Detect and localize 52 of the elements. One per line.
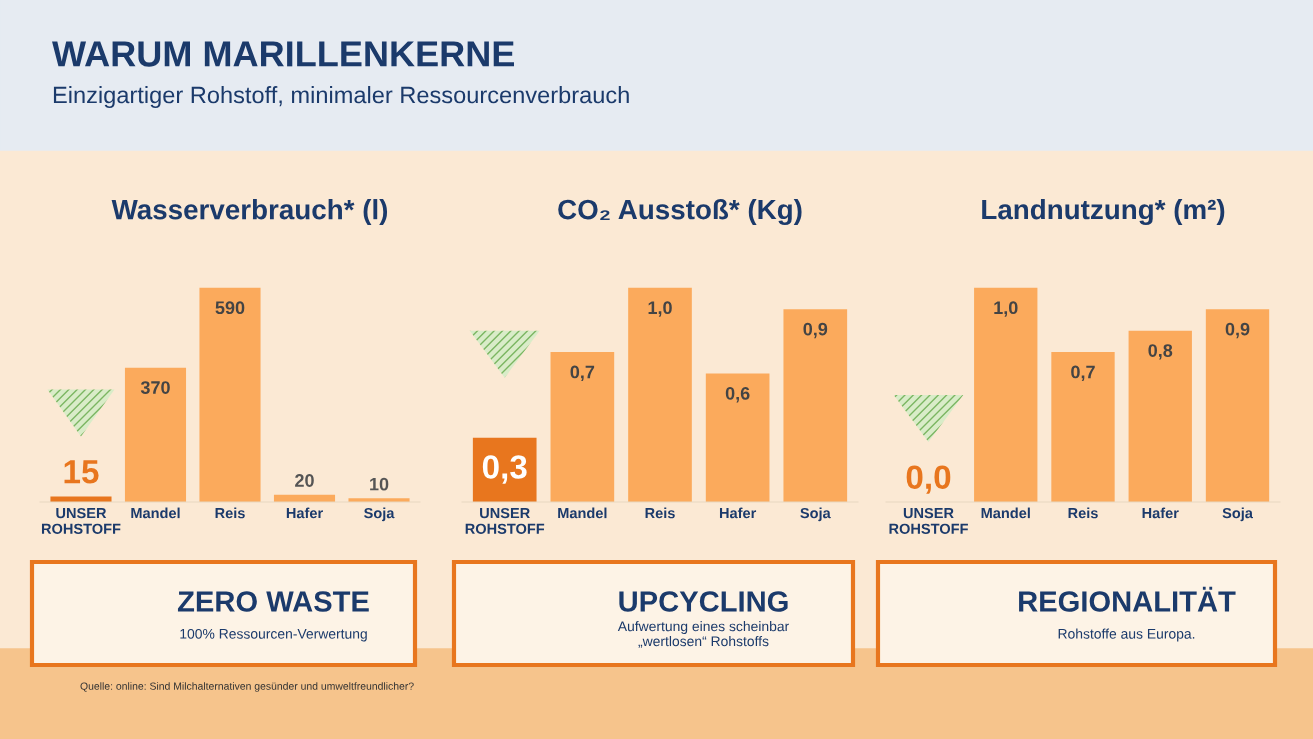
x-tick-label: Reis bbox=[1068, 507, 1098, 519]
x-tick-label: Soja bbox=[800, 507, 831, 522]
text: Einzigartiger Rohstoff, minimaler Ressourcenverbrauch bbox=[53, 86, 629, 108]
text: REGIONALITÄT bbox=[1019, 586, 1236, 612]
x-tick-label: Reis bbox=[215, 507, 245, 519]
bar bbox=[1051, 352, 1115, 502]
data-label: 0,3 bbox=[482, 455, 527, 484]
data-label: 0,8 bbox=[1148, 344, 1173, 360]
x-tick-label: Hafer bbox=[719, 507, 757, 519]
chart-title: CO₂ Ausstoß* (Kg) bbox=[558, 198, 802, 226]
x-tick-label: Hafer bbox=[1142, 507, 1179, 519]
chart-title: Wasserverbrauch* (l) bbox=[111, 199, 388, 225]
data-label: 0,0 bbox=[906, 465, 951, 494]
data-label: 20 bbox=[295, 474, 314, 487]
x-tick-label: Mandel bbox=[131, 507, 180, 519]
data-label: 370 bbox=[140, 381, 170, 394]
bar bbox=[550, 352, 615, 502]
data-label: 1,0 bbox=[994, 301, 1018, 317]
x-tick-label: Mandel bbox=[981, 507, 1030, 519]
text: UPCYCLING bbox=[619, 591, 788, 612]
data-label: 0,7 bbox=[570, 365, 595, 381]
x-tick-label: Reis bbox=[645, 507, 675, 519]
data-label: 0,9 bbox=[803, 322, 828, 339]
x-tick-label: UNSER ROHSTOFF bbox=[465, 507, 545, 534]
data-label: 15 bbox=[64, 460, 99, 484]
bar bbox=[124, 367, 187, 502]
bar bbox=[705, 373, 770, 502]
bar bbox=[199, 287, 261, 502]
data-label: 10 bbox=[370, 477, 389, 491]
source-note: Quelle: online: Sind Milchalternativen gesünder und umweltfreundlicher? bbox=[80, 682, 414, 692]
text: Aufwertung eines scheinbar „wertlosen“ Rohstoffs bbox=[617, 621, 789, 648]
bar bbox=[1128, 330, 1192, 502]
text: WARUM MARILLENKERNE bbox=[52, 41, 514, 67]
data-label: 1,0 bbox=[648, 301, 672, 317]
x-tick-label: Mandel bbox=[558, 507, 607, 519]
data-label: 0,7 bbox=[1071, 365, 1095, 381]
data-label: 0,9 bbox=[1225, 322, 1250, 339]
x-tick-label: Soja bbox=[364, 507, 395, 522]
data-label: 0,6 bbox=[725, 386, 750, 403]
bar bbox=[1205, 309, 1270, 502]
chart-title: Landnutzung* (m²) bbox=[982, 198, 1225, 226]
text: Rohstoffe aus Europa. bbox=[1058, 628, 1195, 642]
bar bbox=[974, 287, 1038, 502]
bar bbox=[628, 287, 692, 502]
data-label: 590 bbox=[215, 301, 245, 315]
x-tick-label: UNSER ROHSTOFF bbox=[41, 507, 121, 534]
text: 100% Ressourcen-Verwertung bbox=[180, 628, 367, 642]
x-tick-label: Soja bbox=[1222, 507, 1253, 522]
text: ZERO WASTE bbox=[177, 591, 369, 612]
x-tick-label: UNSER ROHSTOFF bbox=[889, 507, 968, 534]
bar bbox=[783, 309, 848, 502]
x-tick-label: Hafer bbox=[286, 507, 323, 519]
